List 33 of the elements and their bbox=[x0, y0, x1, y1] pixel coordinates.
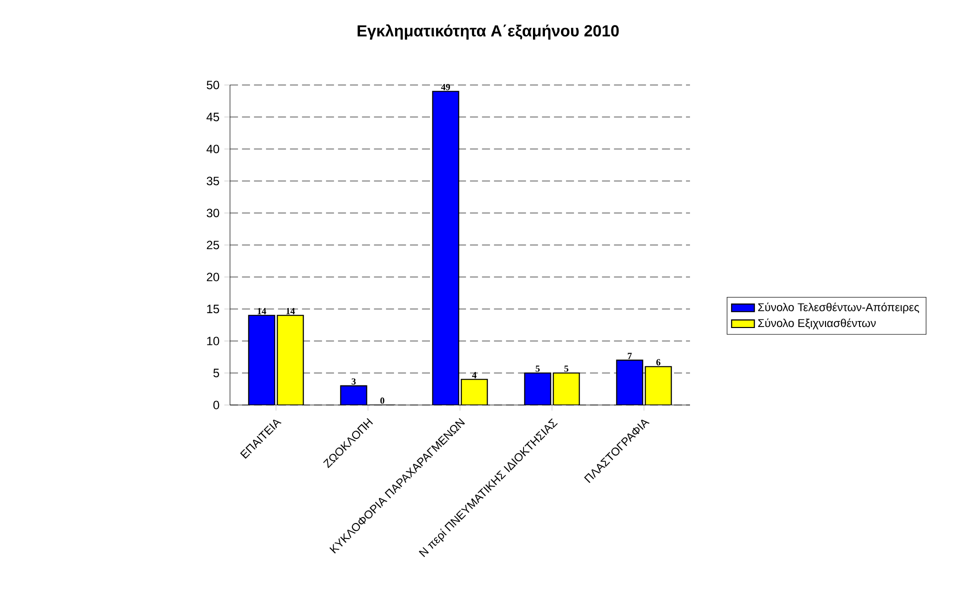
bar bbox=[248, 314, 276, 405]
data-label: 7 bbox=[628, 352, 632, 359]
y-tick-label: 40 bbox=[206, 144, 220, 154]
data-label: 5 bbox=[564, 366, 568, 372]
bar bbox=[644, 366, 672, 405]
chart-title: Εγκληματικότητα Α΄εξαμήνου 2010 bbox=[358, 24, 619, 40]
data-label: 4 bbox=[472, 372, 476, 378]
y-tick-label: 10 bbox=[207, 336, 220, 346]
data-label: 14 bbox=[286, 308, 295, 314]
bar bbox=[524, 372, 552, 405]
data-label: 3 bbox=[352, 378, 356, 385]
y-tick-label: 15 bbox=[207, 304, 220, 314]
y-tick-label: 0 bbox=[213, 400, 220, 410]
data-label: 49 bbox=[441, 84, 450, 90]
y-tick-label: 50 bbox=[206, 80, 220, 90]
data-label: 6 bbox=[656, 359, 660, 366]
data-label: 5 bbox=[536, 366, 540, 372]
bar bbox=[340, 385, 368, 405]
y-tick-label: 30 bbox=[206, 208, 220, 218]
bar bbox=[460, 378, 488, 405]
y-tick-label: 35 bbox=[206, 176, 220, 186]
legend-label: Σύνολο Εξιχνιασθέντων bbox=[758, 318, 876, 330]
bar bbox=[432, 90, 460, 405]
data-label: 14 bbox=[258, 308, 266, 314]
bar bbox=[276, 314, 304, 405]
y-tick-label: 25 bbox=[206, 240, 220, 250]
data-label: 0 bbox=[380, 398, 384, 404]
bar bbox=[552, 372, 580, 405]
legend-label: Σύνολο Τελεσθέντων-Απόπειρες bbox=[758, 302, 920, 314]
y-tick-label: 20 bbox=[206, 272, 220, 282]
y-tick-label: 45 bbox=[206, 112, 220, 122]
y-tick-label: 5 bbox=[213, 368, 220, 378]
bar bbox=[616, 360, 644, 405]
